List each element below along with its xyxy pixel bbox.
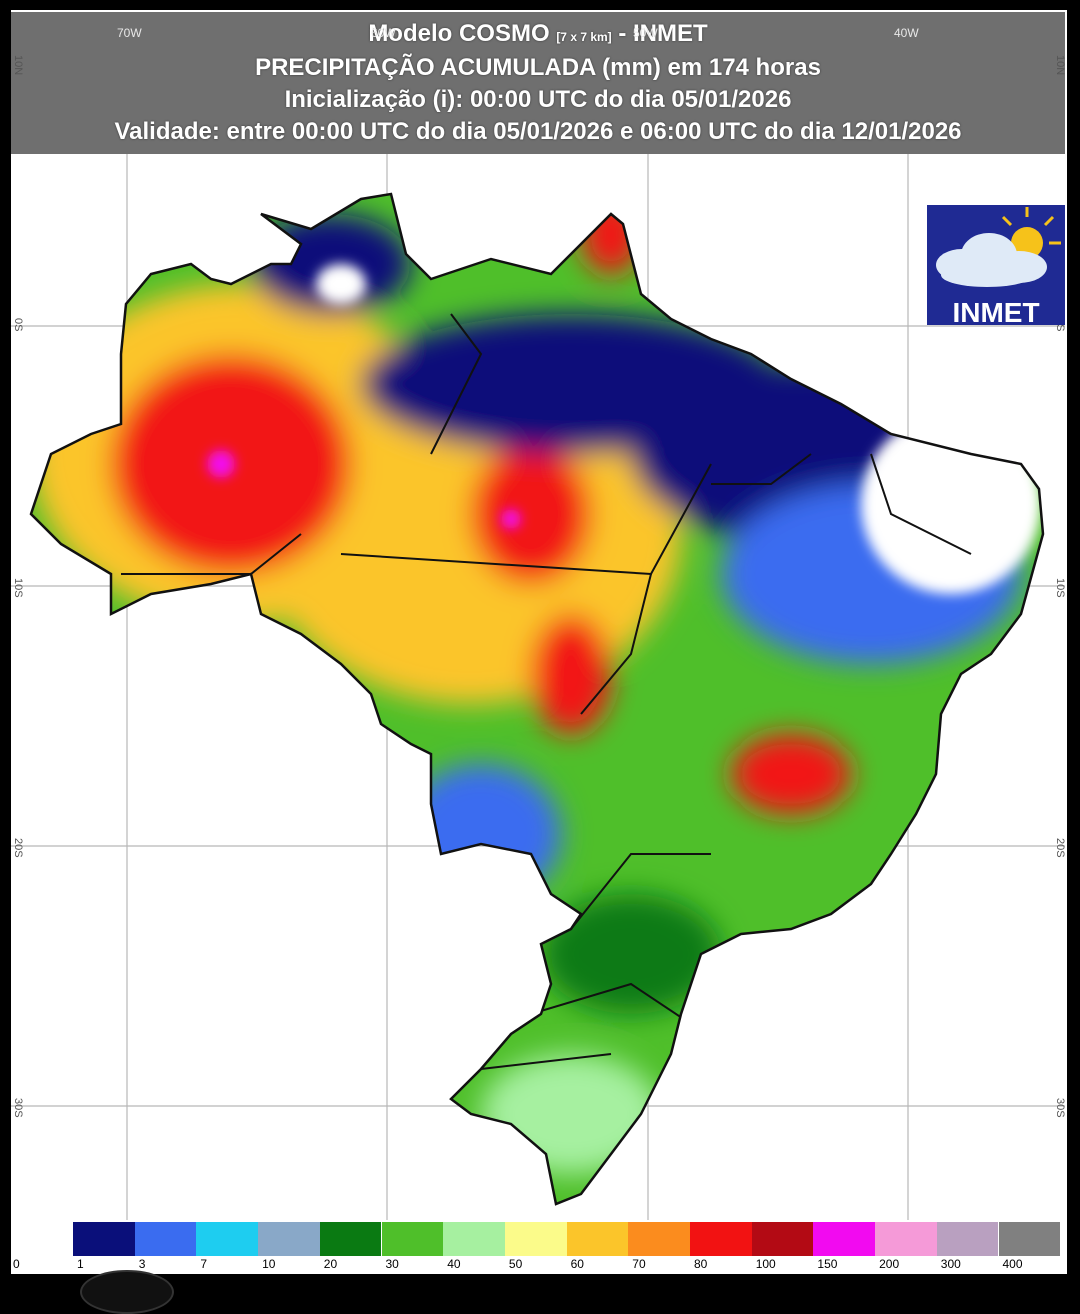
legend-swatch [381,1222,444,1256]
legend-tick-label: 300 [940,1257,961,1271]
brazil-outline [29,192,1045,1206]
lat-label-30s-right: 30S [1054,1098,1066,1118]
lat-label-20s-left: 20S [12,838,24,858]
legend-swatch [936,1222,999,1256]
validity-time: Validade: entre 00:00 UTC do dia 05/01/2… [114,118,962,145]
inmet-logo: INMET [927,205,1065,328]
lon-label-70w: 70W [117,26,142,40]
cloud-sun-icon [936,207,1061,287]
lon-label-60w: 60W [371,26,396,40]
legend-tick-label: 20 [323,1257,338,1271]
legend-tick-label: 7 [200,1257,208,1271]
model-resolution: [7 x 7 km] [556,30,612,44]
legend-swatch [566,1222,629,1256]
legend-swatch [751,1222,814,1256]
legend-tick-label: 50 [508,1257,523,1271]
legend-swatch [504,1222,567,1256]
lat-label-0s-left: 0S [12,318,24,332]
legend-swatch [875,1222,937,1256]
legend-tick-label: 1 [77,1257,84,1271]
color-legend [11,1222,1065,1256]
model-name: Modelo COSMO [368,20,550,47]
legend-tick-label: 3 [138,1257,146,1271]
legend-tick-label: 10 [262,1257,276,1271]
legend-swatch [690,1222,752,1256]
lat-label-10s-left: 10S [12,578,24,598]
legend-tick-label: 60 [570,1257,584,1271]
legend-swatch [443,1222,505,1256]
precipitation-map [11,154,1065,1220]
legend-tick-label: 30 [385,1257,399,1271]
init-time: Inicialização (i): 00:00 UTC do dia 05/0… [284,86,792,113]
lat-label-10n-right: 10N [1054,55,1066,76]
legend-swatch [196,1222,259,1256]
legend-swatch [11,1222,73,1256]
legend-swatch [319,1222,382,1256]
legend-tick-label: 40 [447,1257,461,1271]
legend-swatch [813,1222,876,1256]
lat-label-30s-left: 30S [12,1098,24,1118]
title-line-1: Modelo COSMO [7 x 7 km] - INMET [11,20,1065,48]
legend-tick-label: 100 [755,1257,776,1271]
legend-tick-label: 200 [879,1257,900,1271]
lon-label-50w: 50W [633,26,658,40]
lat-label-10s-right: 10S [1054,578,1066,598]
legend-tick-label: 70 [632,1257,646,1271]
logo-text: INMET [952,297,1040,328]
title-line-2: PRECIPITAÇÃO ACUMULADA (mm) em 174 horas [255,54,821,81]
lon-label-40w: 40W [894,26,919,40]
legend-tick-label: 400 [1002,1257,1023,1271]
lat-label-10n-left: 10N [12,55,24,76]
model-source: - INMET [618,20,708,47]
corner-overlay [80,1270,174,1314]
legend-swatch [134,1222,197,1256]
legend-tick-label: 150 [817,1257,838,1271]
legend-swatch [258,1222,320,1256]
legend-swatch [628,1222,690,1256]
legend-swatch [998,1222,1061,1256]
legend-swatch [73,1222,135,1256]
map-header: Modelo COSMO [7 x 7 km] - INMET PRECIPIT… [11,12,1065,154]
lat-label-20s-right: 20S [1054,838,1066,858]
legend-tick-label: 80 [694,1257,708,1271]
legend-tick-label: 0 [13,1257,20,1271]
